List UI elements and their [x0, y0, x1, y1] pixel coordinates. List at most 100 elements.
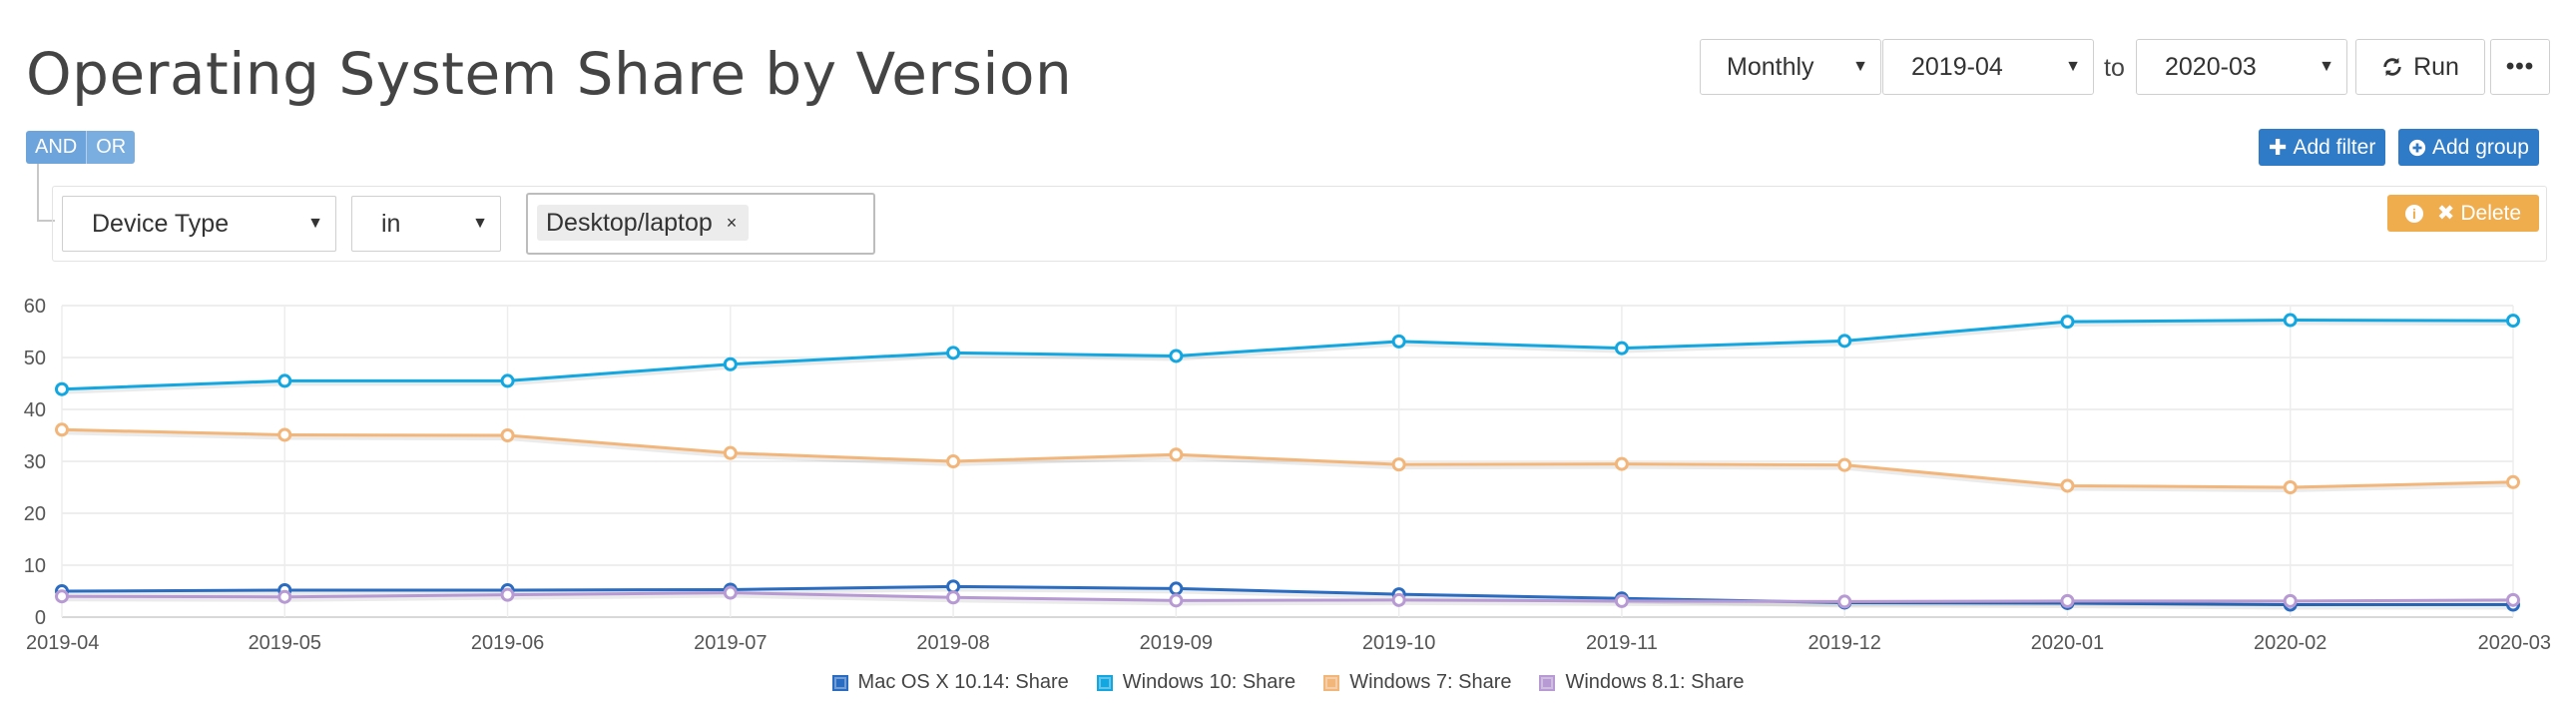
series-line-shadow — [61, 321, 2514, 394]
page-title: Operating System Share by Version — [26, 40, 1073, 108]
plus-circle-icon — [2408, 139, 2426, 156]
caret-down-icon: ▼ — [1852, 58, 1868, 75]
y-tick-label: 20 — [24, 503, 46, 525]
x-tick-label: 2019-10 — [1362, 632, 1435, 654]
y-tick-label: 50 — [24, 348, 46, 369]
data-point — [500, 373, 515, 388]
legend-swatch — [831, 674, 848, 691]
group-connector — [37, 164, 55, 222]
legend-item[interactable]: Windows 7: Share — [1323, 671, 1511, 694]
data-point — [723, 357, 738, 371]
x-tick-label: 2019-05 — [249, 632, 321, 654]
x-tick-label: 2020-02 — [2254, 632, 2326, 654]
data-point — [2060, 593, 2075, 608]
data-point — [500, 587, 515, 602]
and-button[interactable]: AND — [26, 131, 88, 164]
data-point — [2060, 315, 2075, 330]
data-point — [277, 589, 292, 604]
refresh-icon — [2383, 57, 2401, 77]
data-point — [1837, 457, 1852, 472]
data-point — [946, 346, 961, 360]
series-line-shadow — [61, 593, 2514, 607]
filter-operator-value: in — [381, 209, 401, 238]
filter-field-value: Device Type — [92, 209, 230, 238]
legend-swatch — [1539, 674, 1556, 691]
add-group-label: Add group — [2432, 135, 2529, 159]
legend-item[interactable]: Mac OS X 10.14: Share — [831, 671, 1069, 694]
data-point — [1391, 592, 1406, 607]
date-from-select[interactable]: 2019-04 ▼ — [1882, 39, 2094, 95]
data-point — [2506, 314, 2520, 329]
data-point — [277, 427, 292, 442]
data-point — [2283, 480, 2298, 494]
y-tick-label: 60 — [24, 296, 46, 318]
legend-item[interactable]: Windows 8.1: Share — [1539, 671, 1744, 694]
data-point — [2506, 592, 2520, 607]
filter-operator-select[interactable]: in ▼ — [351, 196, 501, 252]
series-line — [61, 591, 2514, 603]
filter-rule — [52, 186, 2547, 262]
data-point — [946, 454, 961, 468]
delete-label: ✖ Delete — [2436, 202, 2522, 225]
caret-down-icon: ▼ — [2065, 58, 2081, 75]
delete-rule-button[interactable]: i ✖ Delete — [2387, 195, 2539, 232]
data-point — [2283, 313, 2298, 328]
date-to-select[interactable]: 2020-03 ▼ — [2136, 39, 2347, 95]
info-icon: i — [2404, 204, 2423, 223]
data-point — [723, 445, 738, 460]
caret-down-icon: ▼ — [472, 215, 488, 232]
series-line — [61, 427, 2514, 489]
data-point — [1169, 447, 1184, 462]
add-filter-button[interactable]: ✚ Add filter — [2259, 129, 2386, 166]
data-point — [2283, 593, 2298, 608]
data-point — [2506, 474, 2520, 489]
remove-tag-icon[interactable]: × — [726, 212, 738, 233]
run-button-label: Run — [2413, 52, 2459, 81]
x-tick-label: 2019-11 — [1586, 632, 1658, 654]
data-point — [1169, 581, 1184, 596]
filter-value-input[interactable]: Desktop/laptop × — [526, 193, 875, 255]
y-tick-label: 40 — [24, 399, 46, 421]
plus-icon: ✚ — [2269, 134, 2288, 160]
series-line — [61, 584, 2513, 607]
filter-value-tag: Desktop/laptop × — [537, 205, 750, 241]
delete-label-text: Delete — [2460, 202, 2522, 225]
data-point — [55, 381, 69, 396]
data-point — [55, 589, 69, 604]
series-line — [61, 319, 2514, 391]
filter-field-select[interactable]: Device Type ▼ — [62, 196, 336, 252]
x-tick-label: 2019-07 — [694, 632, 767, 654]
to-label: to — [2104, 54, 2125, 82]
legend-label: Windows 8.1: Share — [1565, 671, 1745, 693]
x-tick-label: 2019-06 — [471, 632, 544, 654]
legend-label: Windows 10: Share — [1122, 671, 1296, 693]
add-group-button[interactable]: Add group — [2398, 129, 2539, 166]
logic-toggle[interactable]: AND OR — [26, 131, 136, 164]
x-tick-label: 2019-08 — [916, 632, 989, 654]
date-from-value: 2019-04 — [1911, 52, 2003, 81]
data-point — [1837, 594, 1852, 609]
y-tick-label: 0 — [35, 607, 46, 629]
ellipsis-icon: ••• — [2505, 53, 2535, 80]
data-point — [1614, 341, 1629, 356]
y-tick-label: 10 — [24, 555, 46, 577]
data-point — [1169, 593, 1184, 608]
data-point — [723, 585, 738, 600]
data-point — [1169, 349, 1184, 363]
data-point — [277, 373, 292, 388]
data-point — [500, 428, 515, 442]
data-point — [946, 579, 961, 594]
run-button[interactable]: Run — [2355, 39, 2485, 95]
legend-label: Windows 7: Share — [1349, 671, 1512, 693]
more-options-button[interactable]: ••• — [2490, 39, 2550, 95]
period-select-value: Monthly — [1727, 52, 1814, 81]
or-button[interactable]: OR — [87, 131, 136, 164]
period-select[interactable]: Monthly ▼ — [1700, 39, 1881, 95]
legend-item[interactable]: Windows 10: Share — [1096, 671, 1296, 694]
y-tick-label: 30 — [24, 451, 46, 473]
series-line-shadow — [61, 587, 2513, 610]
caret-down-icon: ▼ — [307, 215, 323, 232]
x-tick-label: 2019-12 — [1807, 632, 1880, 654]
data-point — [1391, 334, 1406, 349]
series-line-shadow — [61, 430, 2514, 493]
